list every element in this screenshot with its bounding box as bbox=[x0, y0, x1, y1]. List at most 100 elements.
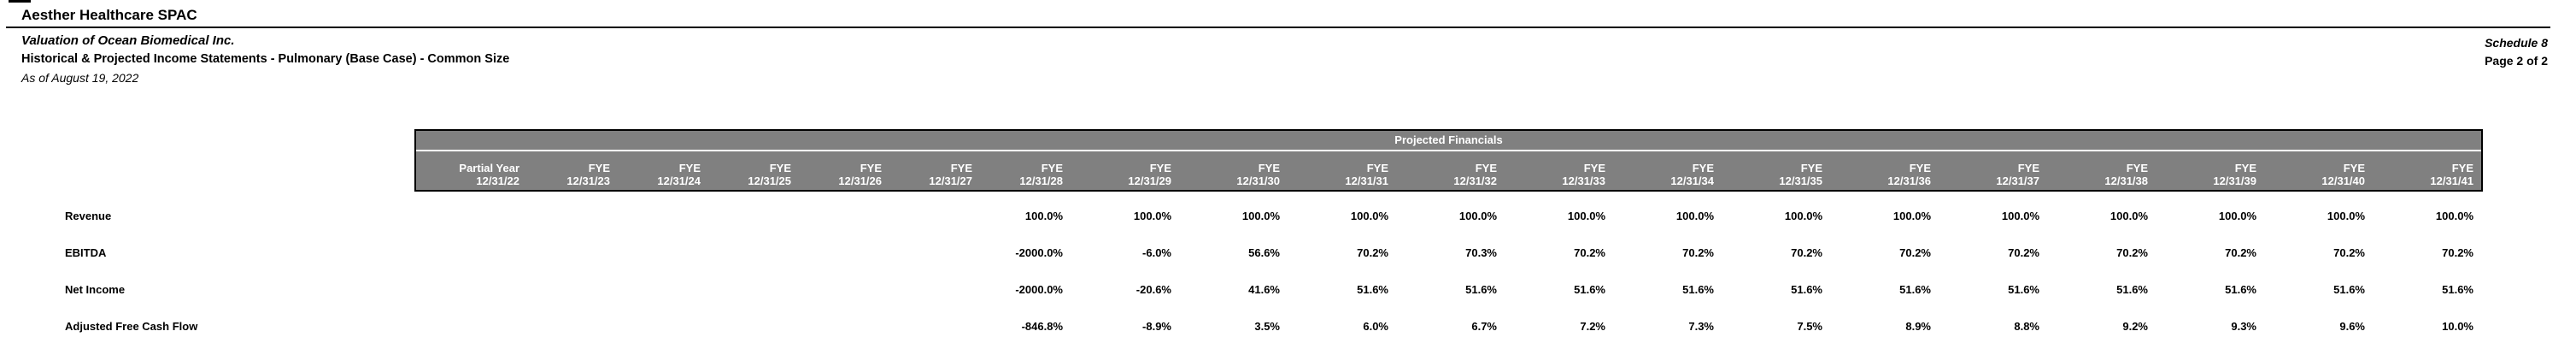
cell bbox=[618, 320, 708, 333]
schedule-number: Schedule 8 bbox=[2485, 36, 2548, 50]
column-header-12-31-41: FYE 12/31/41 bbox=[2373, 162, 2481, 187]
cell: -6.0% bbox=[1142, 246, 1171, 259]
cell bbox=[799, 210, 889, 222]
cell bbox=[889, 283, 980, 296]
cell: 100.0% bbox=[1567, 210, 1605, 222]
column-headers: Partial Year 12/31/22 FYE 12/31/23 FYE 12/31/… bbox=[416, 151, 2481, 190]
column-date-label: 12/31/34 bbox=[1670, 174, 1714, 187]
valuation-subtitle: Valuation of Ocean Biomedical Inc. bbox=[21, 33, 235, 48]
cell: 100.0% bbox=[1350, 210, 1388, 222]
cell bbox=[416, 246, 527, 259]
column-period-label: FYE bbox=[588, 162, 610, 174]
row-label: Revenue bbox=[65, 210, 112, 222]
cell: 41.6% bbox=[1248, 283, 1280, 296]
column-period-label: FYE bbox=[1258, 162, 1280, 174]
cell: 100.0% bbox=[2435, 210, 2473, 222]
table-body: Revenue 100.0% 100.0% 100.0% 100.0% 100.0% 100… bbox=[0, 198, 2576, 343]
column-date-label: 12/31/39 bbox=[2213, 174, 2256, 187]
column-period-label: FYE bbox=[1800, 162, 1822, 174]
cell: 3.5% bbox=[1254, 320, 1280, 333]
cell: -2000.0% bbox=[1015, 283, 1063, 296]
cell bbox=[708, 283, 799, 296]
cell: 70.2% bbox=[1682, 246, 1714, 259]
cell: 56.6% bbox=[1248, 246, 1280, 259]
column-header-12-31-38: FYE 12/31/38 bbox=[2047, 162, 2156, 187]
column-date-label: 12/31/41 bbox=[2430, 174, 2473, 187]
column-period-label: FYE bbox=[1692, 162, 1714, 174]
cell bbox=[416, 210, 527, 222]
cell: 100.0% bbox=[1892, 210, 1931, 222]
row-label: EBITDA bbox=[65, 246, 107, 259]
cell: 10.0% bbox=[2442, 320, 2473, 333]
company-title: Aesther Healthcare SPAC bbox=[21, 7, 197, 23]
column-date-label: 12/31/38 bbox=[2104, 174, 2148, 187]
cell bbox=[618, 210, 708, 222]
schedule-info: Schedule 8 Page 2 of 2 bbox=[2485, 34, 2548, 70]
column-date-label: 12/31/32 bbox=[1453, 174, 1497, 187]
column-header-12-31-32: FYE 12/31/32 bbox=[1396, 162, 1505, 187]
cell: 100.0% bbox=[2327, 210, 2365, 222]
top-left-print-mark bbox=[9, 0, 31, 3]
cell bbox=[527, 320, 618, 333]
column-header-12-31-26: FYE 12/31/26 bbox=[799, 162, 889, 187]
column-date-label: 12/31/30 bbox=[1236, 174, 1280, 187]
cell: 8.8% bbox=[2014, 320, 2039, 333]
page-number: Page 2 of 2 bbox=[2485, 54, 2548, 68]
column-header-12-31-35: FYE 12/31/35 bbox=[1722, 162, 1830, 187]
column-date-label: 12/31/24 bbox=[657, 174, 701, 187]
column-date-label: 12/31/26 bbox=[838, 174, 882, 187]
column-header-12-31-23: FYE 12/31/23 bbox=[527, 162, 618, 187]
cell bbox=[416, 320, 527, 333]
cell: 70.2% bbox=[1791, 246, 1822, 259]
cell: -846.8% bbox=[1021, 320, 1063, 333]
cell: 51.6% bbox=[2442, 283, 2473, 296]
cell: 70.2% bbox=[2116, 246, 2148, 259]
column-period-label: FYE bbox=[2343, 162, 2365, 174]
cell: 100.0% bbox=[1675, 210, 1714, 222]
cell bbox=[889, 210, 980, 222]
column-header-12-31-40: FYE 12/31/40 bbox=[2264, 162, 2373, 187]
cell: 51.6% bbox=[2225, 283, 2256, 296]
cell: 9.3% bbox=[2231, 320, 2256, 333]
cell: 100.0% bbox=[1458, 210, 1497, 222]
cell: 70.2% bbox=[2333, 246, 2365, 259]
cell: 70.2% bbox=[1357, 246, 1388, 259]
cell bbox=[708, 210, 799, 222]
column-date-label: 12/31/27 bbox=[929, 174, 972, 187]
cell: 6.7% bbox=[1471, 320, 1497, 333]
cell: 7.5% bbox=[1797, 320, 1822, 333]
cell: 7.3% bbox=[1688, 320, 1714, 333]
row-cells: -2000.0% -6.0% 56.6% 70.2% 70.3% 70.2% 70.2% 70… bbox=[416, 246, 2481, 259]
cell: -20.6% bbox=[1135, 283, 1171, 296]
cell: 51.6% bbox=[2116, 283, 2148, 296]
cell: 70.2% bbox=[2442, 246, 2473, 259]
cell: 100.0% bbox=[1024, 210, 1063, 222]
cell: 51.6% bbox=[2008, 283, 2039, 296]
table-row: EBITDA -2000.0% -6.0% 56.6% 70.2% 70.3% 70.2% 7… bbox=[0, 234, 2576, 271]
column-period-label: FYE bbox=[2126, 162, 2148, 174]
column-date-label: 12/31/40 bbox=[2321, 174, 2365, 187]
column-header-12-31-25: FYE 12/31/25 bbox=[708, 162, 799, 187]
statement-subtitle: Historical & Projected Income Statements… bbox=[21, 52, 510, 66]
cell: 6.0% bbox=[1363, 320, 1388, 333]
column-header-12-31-37: FYE 12/31/37 bbox=[1939, 162, 2047, 187]
column-period-label: Partial Year bbox=[459, 162, 519, 174]
projected-financials-banner: Projected Financials bbox=[416, 131, 2481, 151]
column-date-label: 12/31/25 bbox=[748, 174, 791, 187]
column-header-12-31-29: FYE 12/31/29 bbox=[1071, 162, 1179, 187]
cell bbox=[708, 320, 799, 333]
column-period-label: FYE bbox=[678, 162, 701, 174]
column-date-label: 12/31/29 bbox=[1128, 174, 1171, 187]
cell bbox=[527, 246, 618, 259]
cell bbox=[799, 320, 889, 333]
column-date-label: 12/31/33 bbox=[1562, 174, 1605, 187]
column-header-12-31-33: FYE 12/31/33 bbox=[1505, 162, 1613, 187]
cell: 9.2% bbox=[2122, 320, 2148, 333]
cell: 100.0% bbox=[2001, 210, 2039, 222]
column-header-12-31-27: FYE 12/31/27 bbox=[889, 162, 980, 187]
column-header-12-31-30: FYE 12/31/30 bbox=[1179, 162, 1288, 187]
cell bbox=[799, 246, 889, 259]
column-date-label: 12/31/23 bbox=[566, 174, 610, 187]
cell bbox=[889, 320, 980, 333]
